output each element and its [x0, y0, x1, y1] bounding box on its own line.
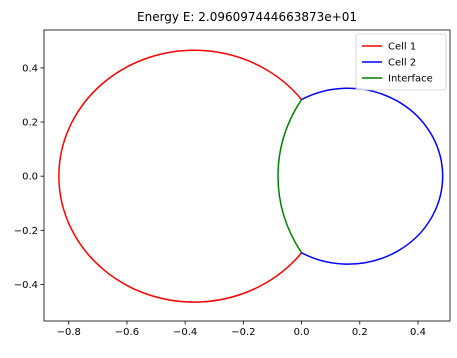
- x-tick-label: −0.8: [57, 327, 81, 338]
- legend-label: Interface: [388, 74, 433, 85]
- x-tick-label: 0.0: [294, 327, 310, 338]
- series-line-cell-2: [301, 87, 444, 265]
- x-tick-label: 0.4: [410, 327, 426, 338]
- y-tick-label: −0.4: [14, 280, 38, 291]
- y-axis: −0.4 −0.2 0.0 0.2 0.4: [14, 63, 44, 291]
- x-tick-label: −0.6: [115, 327, 139, 338]
- x-tick-label: −0.2: [231, 327, 255, 338]
- y-tick-label: 0.0: [22, 172, 38, 183]
- legend-box: [355, 33, 447, 91]
- plot-area-frame: [43, 29, 451, 322]
- series-line-interface: [277, 99, 303, 254]
- y-tick-label: 0.2: [22, 118, 38, 129]
- y-tick-label: −0.2: [14, 226, 38, 237]
- x-axis: −0.8 −0.6 −0.4 −0.2 0.0 0.2 0.4: [57, 321, 426, 338]
- x-tick-label: −0.4: [173, 327, 197, 338]
- legend: Cell 1 Cell 2 Interface: [355, 33, 447, 91]
- chart-title: Energy E: 2.096097444663873e+01: [137, 10, 357, 24]
- x-tick-label: 0.2: [352, 327, 368, 338]
- y-tick-label: 0.4: [22, 63, 38, 74]
- legend-label: Cell 2: [388, 58, 416, 69]
- legend-label: Cell 1: [388, 42, 416, 53]
- series-line-cell-1: [58, 49, 303, 303]
